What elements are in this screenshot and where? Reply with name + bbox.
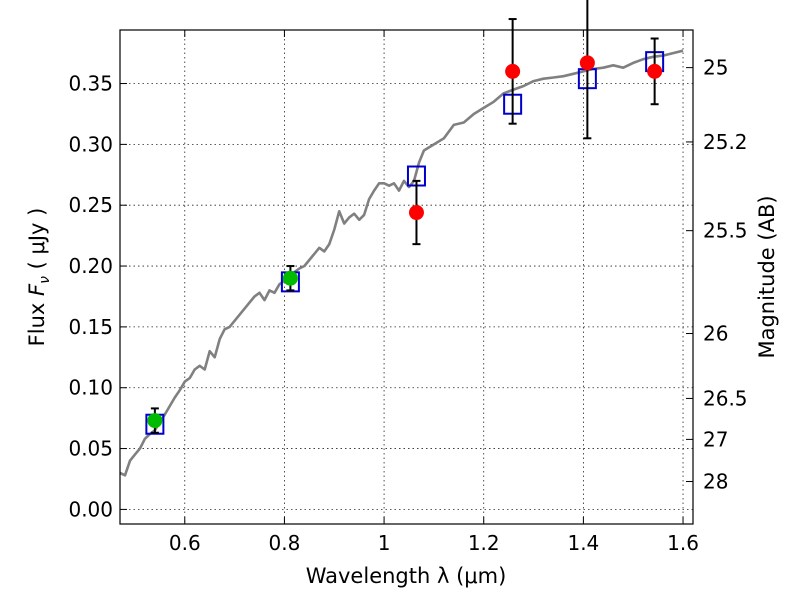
observed-nir-point xyxy=(408,205,424,221)
right-tick-label: 25 xyxy=(703,56,728,80)
observed-nir-point xyxy=(579,55,595,71)
y-tick-label: 0.00 xyxy=(68,497,113,521)
x-tick-label: 1 xyxy=(378,531,391,555)
observed-optical-point xyxy=(147,413,163,429)
right-tick-label: 28 xyxy=(703,470,728,494)
y-axis-right-label: Magnitude (AB) xyxy=(755,195,779,358)
observed-optical-point xyxy=(282,270,298,286)
plot-frame xyxy=(119,29,694,525)
y-axis-label: Flux Fν ( μJy ) xyxy=(25,208,53,347)
x-tick-label: 1.2 xyxy=(468,531,500,555)
y-tick-label: 0.30 xyxy=(68,132,113,156)
x-tick-label: 1.6 xyxy=(667,531,699,555)
x-tick-label: 0.6 xyxy=(169,531,201,555)
x-axis-label: Wavelength λ (μm) xyxy=(306,564,507,588)
y-tick-label: 0.15 xyxy=(68,315,113,339)
right-tick-label: 27 xyxy=(703,427,728,451)
model-sed-line xyxy=(119,49,684,477)
right-tick-label: 26 xyxy=(703,322,728,346)
plot-area xyxy=(119,0,684,477)
right-tick-label: 26.5 xyxy=(703,386,748,410)
y-tick-label: 0.20 xyxy=(68,254,113,278)
y-tick-label: 0.35 xyxy=(68,72,113,96)
grid-lines xyxy=(120,30,693,524)
axes: 0.6 0.8 1 1.2 1.4 1.6 0.00 0.05 0.10 0.15 0.20 0.25… xyxy=(68,30,748,555)
right-tick-label: 25.5 xyxy=(703,219,748,243)
observed-nir-point xyxy=(647,63,663,79)
x-tick-label: 0.8 xyxy=(269,531,301,555)
y-tick-label: 0.10 xyxy=(68,376,113,400)
observed-nir-point xyxy=(505,63,521,79)
y-tick-label: 0.25 xyxy=(68,193,113,217)
y-tick-label: 0.05 xyxy=(68,437,113,461)
right-tick-label: 25.2 xyxy=(703,130,748,154)
x-tick-label: 1.4 xyxy=(567,531,599,555)
